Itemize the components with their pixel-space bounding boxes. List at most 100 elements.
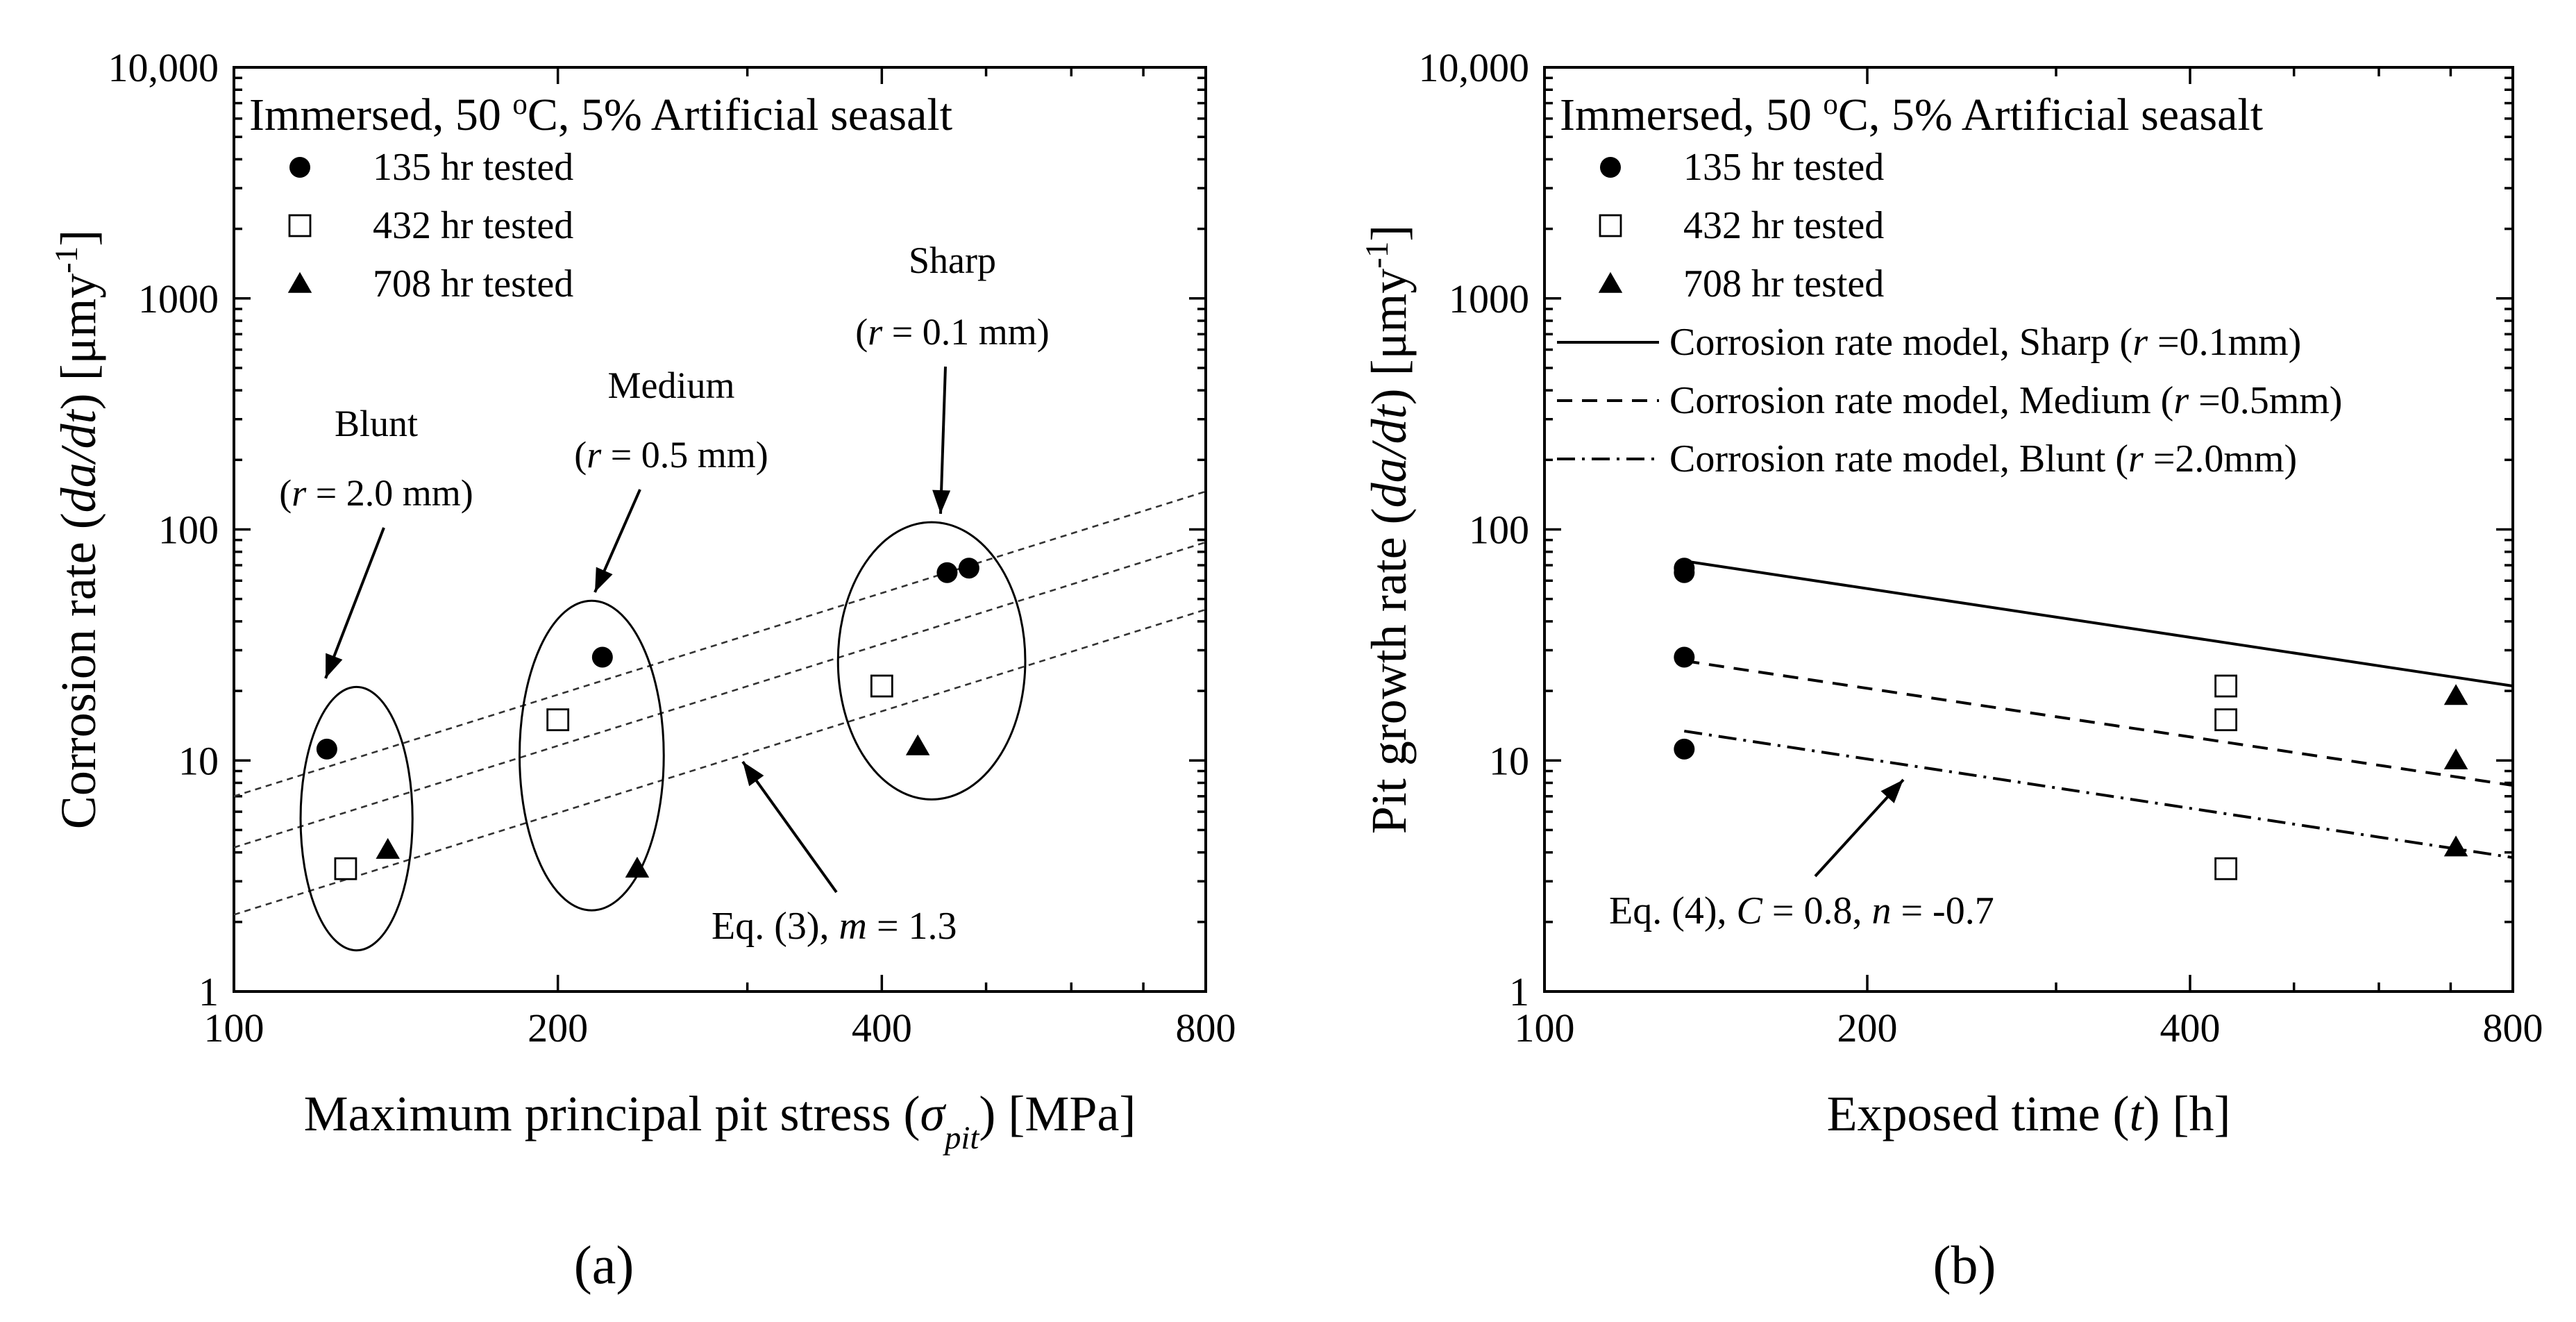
data-point (591, 646, 613, 668)
legend-marker-open-square (288, 214, 312, 237)
fit-line (234, 490, 1206, 798)
y-tick-label: 1000 (138, 276, 219, 321)
legend: 135 hr tested 432 hr tested 708 hr tested (287, 146, 573, 306)
group-radius-label-part: ( (855, 311, 868, 353)
legend-label: Corrosion rate model, Blunt (r =2.0mm) (1669, 437, 2297, 480)
panel-label: (a) (574, 1235, 634, 1295)
legend-label: 708 hr tested (373, 262, 573, 306)
y-tick-label: 10 (178, 738, 219, 783)
group-arrow-blunt-head (326, 653, 343, 678)
data-point (2214, 674, 2238, 698)
series-filled-triangle (2443, 684, 2468, 857)
group-ellipse-sharp (836, 521, 1027, 801)
x-tick-label: 200 (528, 1005, 588, 1051)
data-point (870, 674, 893, 698)
y-axis-label-part: da/dt (51, 408, 106, 512)
legend-entry: 135 hr tested (289, 146, 573, 189)
fit-line (234, 541, 1206, 848)
x-axis-label-part: Maximum principal pit stress ( (304, 1086, 920, 1141)
legend-label-part: =0.5mm) (2189, 379, 2342, 422)
equation-annotation-part: = -0.7 (1891, 889, 1994, 932)
y-tick-label: 10,000 (108, 45, 219, 90)
equation-annotation-part: m (839, 905, 867, 948)
panel-b-chart: 100 200 400 800 1 10 100 1000 10,000 Exposed time… (1359, 45, 2543, 1295)
data-point (905, 734, 930, 755)
group-label: Medium (608, 365, 735, 406)
equation-annotation-part: Eq. (4), (1609, 889, 1737, 932)
y-axis-label: Pit growth rate (da/dt) [μmy-1] (1359, 225, 1417, 834)
legend-label-part: =2.0mm) (2144, 437, 2297, 480)
y-tick-label: 100 (1469, 508, 1529, 553)
x-axis-label-part: ) [MPa] (979, 1086, 1136, 1141)
x-axis-label: Maximum principal pit stress (σpit) [MPa… (304, 1086, 1136, 1156)
legend-entry: 432 hr tested (1599, 204, 1884, 247)
legend-label-part: Corrosion rate model, Medium ( (1669, 379, 2173, 422)
x-tick-label: 800 (1176, 1005, 1236, 1051)
x-tick-label: 100 (204, 1005, 264, 1051)
legend-marker-filled-triangle (287, 271, 312, 293)
data-point (1674, 738, 1695, 760)
data-point (334, 857, 357, 880)
x-tick-label: 100 (1515, 1005, 1575, 1051)
panel-label: (b) (1933, 1235, 1996, 1295)
equation-annotation-part: n (1871, 889, 1891, 932)
x-axis-label-part: Exposed time ( (1827, 1086, 2130, 1141)
group-radius-label-part: ( (279, 472, 292, 514)
group-ellipse-blunt (299, 685, 414, 952)
x-tick-label: 200 (1837, 1005, 1898, 1051)
legend-marker-open-square (1599, 214, 1622, 237)
data-point (958, 558, 979, 579)
y-axis-label: Corrosion rate (da/dt) [μmy-1] (49, 230, 106, 829)
model-line-solid (1684, 560, 2514, 688)
y-axis-label-part: ) [μmy (51, 274, 106, 410)
equation-arrow (1814, 778, 1905, 878)
legend-label: 135 hr tested (373, 146, 573, 189)
legend-label: 432 hr tested (373, 204, 573, 247)
y-axis-label-part: ) [μmy (1361, 269, 1417, 405)
group-arrow-blunt-shaft (324, 527, 385, 679)
legend-label-part: r (2128, 437, 2144, 480)
equation-arrow-head (743, 762, 764, 787)
x-axis-label-part: pit (943, 1120, 979, 1156)
chart-title: Immersed, 50 oC, 5% Artificial seasalt (1560, 88, 2263, 141)
legend-label-part: r (2173, 379, 2189, 422)
fit-line (234, 608, 1206, 916)
equation-arrow-shaft (741, 760, 838, 894)
equation-arrow-head (1880, 780, 1903, 803)
series-open-square (334, 674, 893, 880)
legend: 135 hr tested 432 hr tested 708 hr tested C… (1557, 146, 2342, 480)
group-radius-label-part: = 0.1 mm) (882, 311, 1049, 353)
chart-title-part: o (1823, 88, 1837, 121)
legend-label: Corrosion rate model, Medium (r =0.5mm) (1669, 379, 2342, 422)
series-filled-triangle (376, 734, 930, 878)
y-axis-label-part: ] (51, 230, 106, 246)
y-tick-label: 1 (1509, 969, 1529, 1014)
panel-label-part: b (1951, 1235, 1978, 1295)
legend-marker-filled-triangle (1598, 271, 1623, 293)
legend-marker-filled-circle (289, 157, 310, 178)
y-tick-label: 10,000 (1419, 45, 1530, 90)
model-lines (1684, 560, 2514, 860)
group-radius-label-part: = 0.5 mm) (601, 434, 768, 476)
data-point (625, 856, 650, 878)
x-axis-label-part: t (2129, 1086, 2144, 1141)
panel-label-part: ) (616, 1235, 634, 1295)
y-axis-label-part: -1 (1359, 242, 1395, 269)
equation-annotation-part: = 1.3 (867, 905, 957, 948)
legend-label-part: Corrosion rate model, Sharp ( (1669, 321, 2132, 364)
equation-arrow (741, 760, 838, 894)
group-label: Blunt (335, 403, 418, 444)
data-point (546, 708, 570, 732)
data-point (1674, 646, 1695, 668)
x-axis-label-part: ) [h] (2143, 1086, 2230, 1141)
legend-entry: 708 hr tested (287, 262, 573, 306)
x-axis-label-part: σ (920, 1086, 947, 1141)
y-tick-label: 10 (1489, 738, 1529, 783)
y-tick-label: 1000 (1449, 276, 1529, 321)
x-tick-label: 400 (852, 1005, 912, 1051)
chart-title-part: Immersed, 50 (1560, 90, 1823, 140)
data-point (2214, 708, 2238, 732)
group-arrow-sharp-shaft (939, 366, 947, 514)
legend-label-part: Corrosion rate model, Blunt ( (1669, 437, 2128, 480)
